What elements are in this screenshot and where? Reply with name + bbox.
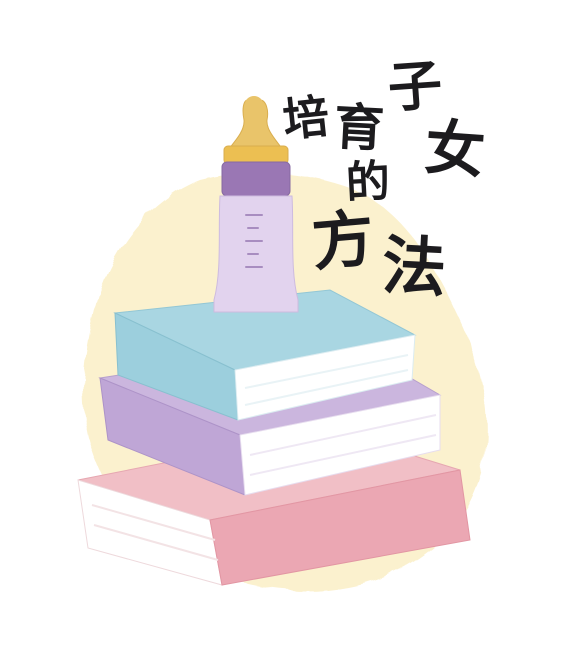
title-char-fang: 方 [308,201,378,280]
title-char-zi: 子 [385,53,445,120]
book-purple-page-lines [249,414,437,476]
book-blue-pages [234,334,416,421]
title-char-yu: 育 [332,97,386,159]
title-char-fa: 法 [380,229,448,307]
book-blue-page-lines [244,354,409,406]
bottle-cap [221,161,291,197]
title-char-de: 的 [344,155,392,210]
book-pink-spine [209,469,471,586]
title-char-pei: 培 [280,88,332,148]
book-pink-page-lines [91,504,219,561]
book-purple-pages [239,394,441,496]
book-blue [113,289,417,421]
title-char-nv: 女 [422,112,488,188]
bottle-nipple-base [223,145,289,165]
bottle-measure-marks [245,214,263,268]
baby-bottle [213,96,299,313]
bottle-nipple-tip [245,96,263,112]
